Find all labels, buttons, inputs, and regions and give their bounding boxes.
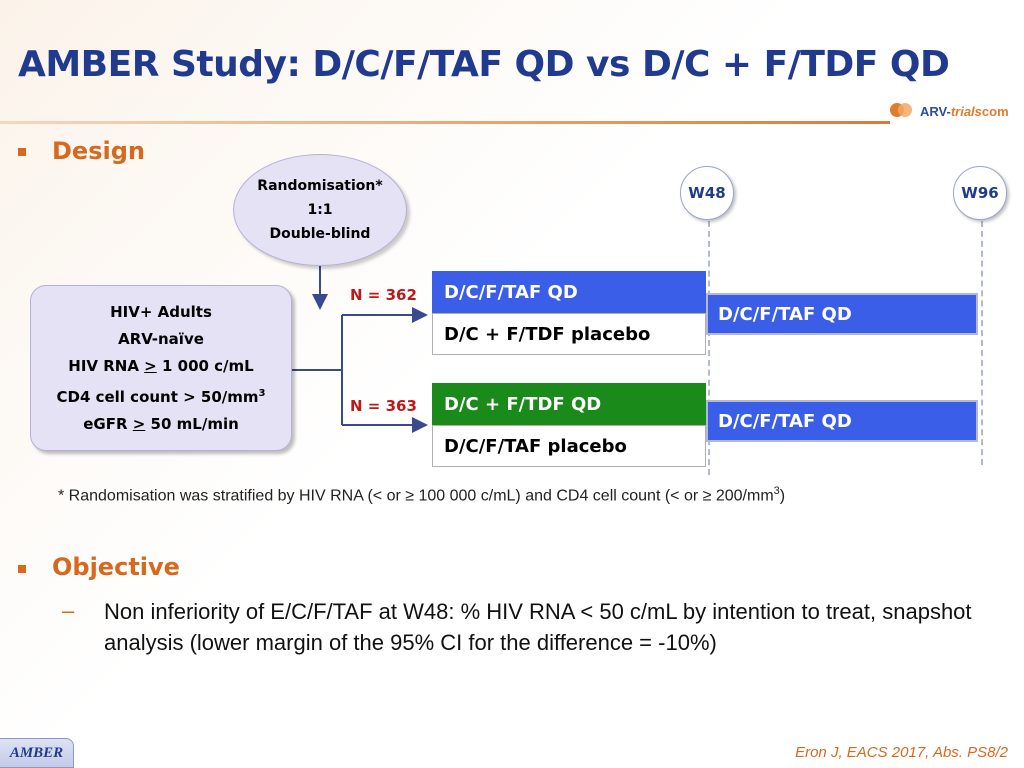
dash-bullet: –: [62, 598, 75, 623]
objective-text: Non inferiority of E/C/F/TAF at W48: % H…: [104, 599, 972, 655]
w96-timeline: [981, 221, 983, 465]
population-line: HIV RNA > 1 000 c/mL: [68, 356, 254, 375]
w48-timeline: [708, 221, 710, 475]
randomisation-line: Randomisation*: [257, 178, 383, 194]
population-line: CD4 cell count > 50/mm3: [56, 387, 266, 406]
week-96-marker: W96: [953, 166, 1007, 220]
arm2-active-box: D/C + F/TDF QD: [432, 383, 706, 425]
reference-citation: Eron J, EACS 2017, Abs. PS8/2: [795, 744, 1008, 761]
objective-heading: Objective: [52, 553, 180, 581]
week-48-marker: W48: [680, 166, 734, 220]
population-line: HIV+ Adults: [110, 302, 212, 321]
randomisation-line: Double-blind: [269, 226, 371, 242]
arm1-placebo-box: D/C + F/TDF placebo: [432, 313, 706, 355]
population-box: HIV+ Adults ARV-naïve HIV RNA > 1 000 c/…: [30, 285, 292, 451]
randomisation-line: 1:1: [307, 202, 333, 218]
amber-tab[interactable]: AMBER: [0, 738, 74, 768]
arm2-placebo-box: D/C/F/TAF placebo: [432, 425, 706, 467]
population-line: ARV-naïve: [118, 329, 204, 348]
randomisation-node: Randomisation* 1:1 Double-blind: [233, 154, 407, 266]
page-title: AMBER Study: D/C/F/TAF QD vs D/C + F/TDF…: [18, 44, 950, 85]
arm2-extension-box: D/C/F/TAF QD: [706, 400, 978, 442]
bullet-icon: [18, 565, 26, 573]
arm1-active-box: D/C/F/TAF QD: [432, 271, 706, 313]
design-heading: Design: [52, 137, 145, 165]
population-line: eGFR > 50 mL/min: [83, 414, 239, 433]
title-divider: [0, 121, 890, 124]
arm1-extension-box: D/C/F/TAF QD: [706, 293, 978, 335]
arm1-n-label: N = 362: [350, 286, 417, 304]
bullet-icon: [18, 148, 26, 156]
randomisation-footnote: * Randomisation was stratified by HIV RN…: [58, 485, 786, 505]
logo-text: ARV-trialscom: [920, 104, 1009, 119]
arv-trials-logo-icon: [890, 103, 912, 117]
arm2-n-label: N = 363: [350, 397, 417, 415]
